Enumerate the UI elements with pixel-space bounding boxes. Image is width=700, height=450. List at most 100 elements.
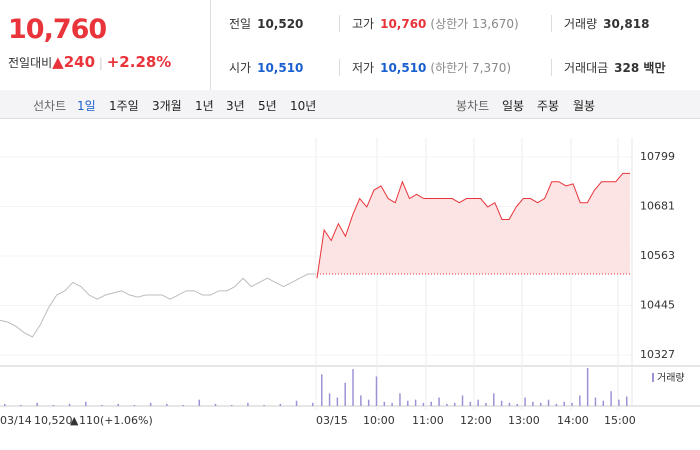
price-line: [0, 273, 316, 338]
stat-label: 거래대금: [564, 61, 609, 75]
stat: 저가 10,510 (하한가 7,370): [339, 59, 511, 76]
x-tick-label: 12:00: [460, 414, 492, 427]
volume-bar: [516, 403, 519, 406]
volume-bar: [68, 403, 71, 406]
volume-bar: [101, 404, 103, 406]
y-tick-label: 10681: [640, 200, 675, 213]
y-tick-label: 10445: [640, 299, 675, 312]
period-tab[interactable]: 1주일: [109, 99, 139, 113]
volume-bar: [407, 400, 409, 406]
x-tick-label: 03/15: [316, 414, 348, 427]
volume-bar: [295, 400, 298, 406]
prev-summary: ▲: [70, 414, 79, 427]
volume-bar: [279, 403, 282, 406]
volume-bar: [344, 382, 346, 406]
x-tick-label: 10:00: [363, 414, 395, 427]
volume-bar: [166, 403, 168, 406]
candle-tab[interactable]: 월봉: [573, 99, 596, 113]
volume-bar: [430, 401, 432, 406]
period-tab[interactable]: 3개월: [152, 99, 182, 113]
change-value: 240: [63, 53, 96, 71]
x-tick-label: 15:00: [604, 414, 636, 427]
volume-bar: [555, 403, 558, 406]
volume-bar: [20, 404, 22, 406]
volume-bar: [247, 402, 249, 406]
volume-bar: [524, 397, 526, 406]
volume-bar: [453, 402, 456, 406]
volume-bar: [399, 393, 401, 406]
change-label: 전일대비: [8, 56, 53, 70]
x-tick-label: 11:00: [412, 414, 444, 427]
volume-bar: [446, 403, 448, 406]
volume-bar: [85, 401, 87, 406]
volume-bar: [500, 400, 503, 406]
price: 10,760: [8, 14, 107, 45]
volume-bar: [328, 393, 331, 406]
volume-bar: [539, 402, 542, 406]
volume-bar: [321, 374, 323, 406]
period-tab[interactable]: 1년: [195, 99, 214, 113]
volume-bar: [375, 376, 378, 406]
prev-summary: 110: [79, 414, 100, 427]
stat: 전일 10,520: [229, 15, 303, 32]
volume-bar: [626, 396, 628, 406]
volume-bar: [198, 399, 201, 406]
volume-bar: [336, 397, 339, 406]
period-tab[interactable]: 5년: [258, 99, 277, 113]
stat: 시가 10,510: [229, 59, 303, 76]
volume-bar: [438, 397, 440, 406]
stat-label: 시가: [229, 61, 252, 75]
volume-bar: [36, 402, 38, 406]
period-tab[interactable]: 10년: [290, 99, 317, 113]
volume-bar: [182, 404, 184, 406]
volume-bar: [532, 401, 534, 406]
candle-tab[interactable]: 일봉: [502, 99, 525, 113]
tab-group-label: 선차트: [33, 99, 67, 113]
volume-bar: [547, 399, 550, 406]
volume-bar: [493, 393, 495, 406]
stat-label: 전일: [229, 17, 252, 31]
volume-bar: [485, 402, 487, 406]
chart: 10327 10445 10563 10681 10799 거래량 03/14 03/15 10…: [0, 138, 700, 427]
stat: 거래대금 328 백만: [551, 59, 665, 76]
stats: 전일 10,520 고가 10,760 (상한가 13,670) 거래량 30,818 시가 1…: [210, 0, 700, 90]
volume-bar: [571, 402, 573, 406]
y-tick-label: 10563: [640, 249, 675, 262]
period-tab[interactable]: 3년: [226, 99, 245, 113]
prev-summary: (+1.06%): [100, 414, 153, 427]
volume-bar: [602, 400, 605, 406]
volume-bar: [461, 395, 464, 406]
stat-note: (하한가 7,370): [430, 61, 512, 75]
stat-label: 저가: [352, 61, 375, 75]
volume-bar: [133, 404, 136, 406]
candle-tab[interactable]: 주봉: [537, 99, 560, 113]
change-arrow: ▲: [52, 53, 64, 71]
prev-summary: 10,520: [34, 414, 73, 427]
volume-bar: [383, 401, 386, 406]
volume-bar: [594, 397, 597, 406]
stat-note: (상한가 13,670): [430, 17, 519, 31]
stat-value: 10,510: [380, 61, 427, 75]
stat-value: 10,520: [257, 17, 304, 31]
volume-bar: [422, 402, 425, 406]
stat-label: 거래량: [564, 17, 598, 31]
stat-value: 30,818: [603, 17, 650, 31]
y-tick-label: 10327: [640, 348, 675, 361]
volume-bar: [149, 402, 152, 406]
volume-bar: [610, 391, 612, 406]
stat-label: 고가: [352, 17, 375, 31]
stat-value: 328 백만: [614, 61, 666, 75]
x-tick-label: 03/14: [0, 414, 32, 427]
stat-value: 10,510: [257, 61, 304, 75]
period-tab[interactable]: 1일: [77, 99, 96, 113]
tab-group-label: 봉차트: [456, 99, 490, 113]
legend-label: 거래량: [657, 372, 685, 384]
legend-swatch: [652, 373, 654, 382]
x-tick-label: 13:00: [508, 414, 540, 427]
volume-bar: [263, 404, 265, 406]
tab-bar: 선차트 1일 1주일 3개월 1년 3년 5년 10년 봉차트 일봉 주봉 월봉: [0, 90, 700, 119]
stat: 거래량 30,818: [551, 15, 649, 32]
x-tick-label: 14:00: [557, 414, 589, 427]
volume-bar: [367, 399, 370, 406]
volume-bar: [414, 399, 417, 406]
